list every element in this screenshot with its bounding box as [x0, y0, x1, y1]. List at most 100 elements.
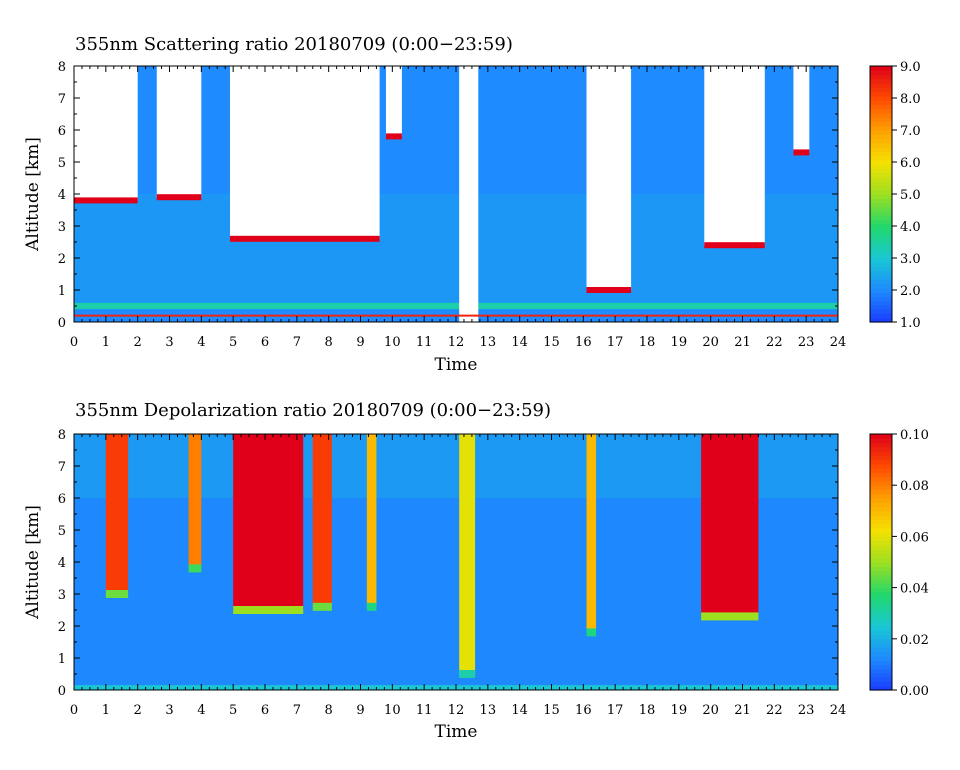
y-tick-label: 6: [58, 124, 66, 139]
colorbar-segment: [870, 677, 892, 683]
colorbar-segment: [870, 630, 892, 636]
x-tick-label: 23: [798, 335, 815, 350]
colorbar-segment: [870, 100, 892, 105]
colorbar-segment: [870, 304, 892, 310]
colorbar-segment: [870, 600, 892, 606]
cloud-base-layer: [385, 133, 402, 140]
colorbar-segment: [870, 142, 892, 148]
colorbar-segment: [870, 202, 892, 208]
x-tick-label: 14: [511, 335, 528, 350]
colorbar-segment: [870, 519, 892, 525]
x-tick-label: 15: [543, 703, 560, 718]
colorbar-segment: [870, 604, 892, 610]
x-tick-label: 5: [229, 703, 237, 718]
y-tick-label: 4: [58, 556, 66, 571]
cloud-base-layer: [793, 149, 810, 156]
colorbar-segment: [870, 502, 892, 508]
colorbar-segment: [870, 668, 892, 674]
colorbar-segment: [870, 459, 892, 465]
colorbar-segment: [870, 270, 892, 276]
colorbar-segment: [870, 147, 892, 152]
column-base: [701, 612, 759, 621]
colorbar-tick-label: 0.00: [900, 684, 929, 699]
colorbar-segment: [870, 300, 892, 306]
cloud-base-layer: [704, 242, 765, 249]
colorbar-segment: [870, 672, 892, 678]
colorbar-segment: [870, 240, 892, 246]
y-tick-label: 3: [58, 220, 66, 235]
y-tick-label: 0: [58, 684, 66, 699]
colorbar-segment: [870, 151, 892, 157]
colorbar-segment: [870, 549, 892, 555]
column-base: [459, 670, 476, 678]
colorbar-segment: [870, 510, 892, 516]
colorbar-segment: [870, 134, 892, 140]
y-tick-label: 2: [58, 620, 66, 635]
x-tick-label: 4: [197, 335, 205, 350]
colorbar-segment: [870, 562, 892, 567]
y-axis-label: Altitude [km]: [23, 137, 43, 252]
colorbar-segment: [870, 493, 892, 499]
colorbar-segment: [870, 557, 892, 563]
colorbar-segment: [870, 455, 892, 461]
colorbar-segment: [870, 451, 892, 456]
colorbar-segment: [870, 527, 892, 533]
y-tick-label: 8: [58, 60, 66, 75]
colorbar-segment: [870, 78, 892, 84]
attenuated-region: [793, 66, 810, 153]
colorbar-segment: [870, 70, 892, 76]
column-base: [312, 602, 332, 611]
colorbar-segment: [870, 536, 892, 542]
scattering-ratio-chart: 355nm Scattering ratio 20180709 (0:00−23…: [23, 34, 921, 375]
x-tick-label: 0: [70, 335, 78, 350]
x-tick-label: 6: [261, 703, 269, 718]
colorbar-tick-label: 2.0: [900, 284, 921, 299]
colorbar-segment: [870, 583, 892, 589]
x-tick-label: 6: [261, 335, 269, 350]
cloud-base-layer: [586, 287, 632, 293]
column-base: [233, 606, 304, 614]
chart-title: 355nm Scattering ratio 20180709 (0:00−23…: [75, 34, 513, 55]
x-tick-label: 8: [325, 703, 333, 718]
attenuated-region: [74, 66, 138, 201]
x-tick-label: 11: [416, 703, 433, 718]
colorbar-segment: [870, 245, 892, 251]
colorbar-segment: [870, 591, 892, 597]
x-tick-label: 2: [134, 703, 142, 718]
colorbar-segment: [870, 91, 892, 97]
colorbar-segment: [870, 438, 892, 444]
colorbar-segment: [870, 498, 892, 503]
x-tick-label: 4: [197, 703, 205, 718]
colorbar-segment: [870, 317, 892, 323]
colorbar-segment: [870, 579, 892, 584]
colorbar-segment: [870, 292, 892, 297]
colorbar-segment: [870, 570, 892, 576]
x-axis-label: Time: [435, 355, 478, 375]
cloud-base-layer: [229, 235, 380, 242]
colorbar-segment: [870, 596, 892, 601]
colorbar-segment: [870, 309, 892, 315]
x-tick-label: 7: [293, 703, 301, 718]
colorbar-segment: [870, 468, 892, 473]
x-tick-label: 22: [766, 335, 783, 350]
colorbar-segment: [870, 108, 892, 114]
y-tick-label: 5: [58, 524, 66, 539]
x-tick-label: 16: [575, 335, 592, 350]
colorbar-segment: [870, 194, 892, 199]
colorbar: 0.00 0.02 0.04 0.06 0.08 0.10: [869, 428, 929, 699]
colorbar-segment: [870, 660, 892, 665]
colorbar-segment: [870, 74, 892, 80]
high-depolarization-column: [233, 434, 304, 610]
colorbar-segment: [870, 485, 892, 491]
colorbar-tick-label: 0.08: [900, 479, 929, 494]
high-depolarization-column: [312, 434, 332, 607]
x-tick-label: 24: [830, 703, 847, 718]
colorbar-segment: [870, 617, 892, 623]
y-tick-label: 3: [58, 588, 66, 603]
x-tick-label: 17: [607, 335, 624, 350]
x-tick-label: 12: [448, 335, 465, 350]
y-tick-label: 1: [58, 284, 66, 299]
colorbar-segment: [870, 130, 892, 135]
colorbar-segment: [870, 189, 892, 195]
colorbar-segment: [870, 266, 892, 272]
